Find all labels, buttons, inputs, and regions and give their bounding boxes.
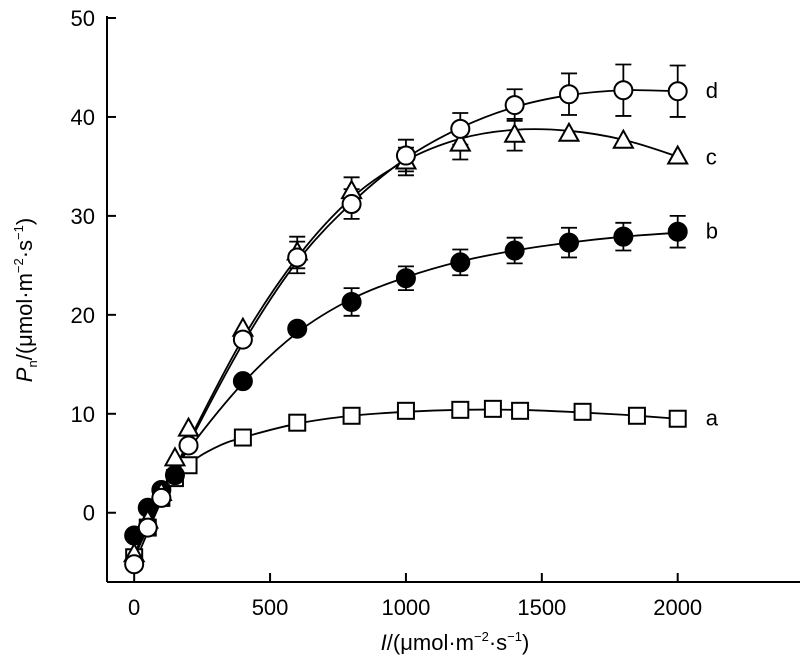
data-point-d xyxy=(137,517,158,538)
y-axis-label: Pn/(μmol·m−2·s−1) xyxy=(11,218,40,382)
data-point-a xyxy=(483,399,502,418)
data-point-d xyxy=(450,118,471,139)
data-point-a xyxy=(233,428,252,447)
data-point-d xyxy=(341,194,362,215)
data-point-d xyxy=(559,84,579,105)
fit-curve-a xyxy=(133,408,678,558)
data-point-b xyxy=(164,465,185,486)
axes: 0 500 1000 1500 2000 0 10 20 30 40 50 xyxy=(71,6,800,620)
data-point-d xyxy=(151,487,172,508)
series-label-a: a xyxy=(706,406,719,431)
data-point-a xyxy=(342,406,361,425)
data-point-b xyxy=(667,221,688,242)
data-point-a xyxy=(451,400,470,419)
x-tick-label: 2000 xyxy=(653,595,702,620)
data-point-d xyxy=(232,329,253,350)
data-point-c xyxy=(163,446,187,467)
data-point-b xyxy=(504,240,525,261)
data-point-d xyxy=(124,554,145,575)
data-point-b xyxy=(450,252,471,273)
data-point-b xyxy=(232,371,253,392)
data-point-b xyxy=(559,232,579,253)
data-point-d xyxy=(287,247,308,268)
y-tick-label: 10 xyxy=(71,402,95,427)
series-label-d: d xyxy=(706,78,718,103)
data-point-b xyxy=(287,318,308,339)
data-point-d xyxy=(395,145,416,166)
data-point-b xyxy=(395,268,416,289)
x-axis-label: I/(μmol·m−2·s−1) xyxy=(381,629,530,655)
y-tick-label: 20 xyxy=(71,303,95,328)
data-point-d xyxy=(667,81,688,102)
data-point-d xyxy=(613,80,634,101)
data-point-a xyxy=(668,409,687,428)
data-point-c xyxy=(666,144,689,165)
x-tick-label: 1500 xyxy=(517,595,566,620)
data-point-c xyxy=(449,131,472,152)
data-markers xyxy=(122,80,689,575)
data-point-d xyxy=(178,435,199,456)
fit-curve-c xyxy=(133,128,678,555)
series-label-c: c xyxy=(706,145,717,170)
y-tick-label: 50 xyxy=(71,6,95,31)
data-point-c xyxy=(557,121,581,142)
data-point-b xyxy=(341,291,362,312)
x-tick-label: 0 xyxy=(128,595,140,620)
data-point-a xyxy=(627,406,646,425)
x-tick-label: 500 xyxy=(252,595,289,620)
data-point-a xyxy=(573,402,592,421)
data-point-a xyxy=(396,401,415,420)
data-point-c xyxy=(612,128,635,149)
series-labels: a b c d xyxy=(706,78,719,431)
data-point-d xyxy=(504,95,525,116)
data-point-c xyxy=(503,122,526,143)
y-tick-label: 0 xyxy=(83,501,95,526)
series-label-b: b xyxy=(706,219,718,244)
data-point-a xyxy=(511,401,530,420)
y-tick-label: 40 xyxy=(71,105,95,130)
data-point-a xyxy=(288,413,307,432)
x-tick-label: 1000 xyxy=(381,595,430,620)
y-tick-label: 30 xyxy=(71,204,95,229)
data-point-b xyxy=(613,226,634,247)
